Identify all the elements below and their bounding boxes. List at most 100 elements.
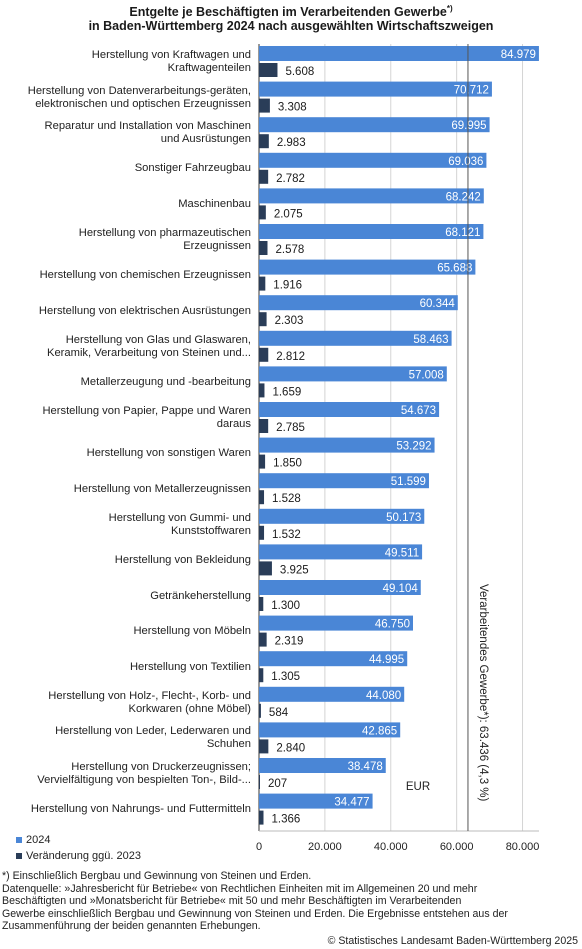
category-label: Maschinenbau [1,198,251,211]
bar-change [259,739,269,754]
bar-change [259,668,264,683]
bar-change [259,597,264,611]
category-label-line: Herstellung von Gummi- und [108,511,251,524]
category-label: Herstellung von chemischen Erzeugnissen [1,269,251,282]
category-label-line: Herstellung von Möbeln [133,625,251,638]
category-label-line: Kunststoffwaren [170,524,251,537]
bar-2024 [259,615,413,631]
data-label-change: 2.782 [276,173,305,185]
bar-2024 [259,686,405,702]
bar-change [259,632,267,647]
category-label: Herstellung von Holz-, Flecht-, Korb- un… [1,690,251,716]
category-label: Getränkeherstellung [1,590,251,603]
bar-change [259,134,269,149]
category-label-line: Herstellung von Datenverarbeitungs-gerät… [27,84,251,97]
category-label-line: Korkwaren (ohne Möbel) [128,702,252,715]
category-label-line: Herstellung von Textilien [129,660,251,673]
bar-2024 [259,402,440,417]
data-label-2024: 68.242 [446,191,481,203]
data-label-2024: 57.008 [409,369,444,381]
bar-2024 [259,473,429,489]
data-label-change: 2.785 [276,422,305,434]
data-label-2024: 69.995 [451,120,486,132]
category-label-line: Getränkeherstellung [150,589,251,602]
category-label-line: Herstellung von Holz-, Flecht-, Korb- un… [48,689,251,702]
bar-2024 [259,117,490,133]
footnote-line: Gewerbe einschließlich Bergbau und Gewin… [2,907,508,920]
reference-line-label: Verarbeitendes Gewerbe*): 63.436 (4,3 %) [477,584,489,802]
category-label: Sonstiger Fahrzeugbau [1,162,251,175]
bar-change [259,276,266,291]
category-label: Reparatur und Installation von Maschinen… [1,120,251,146]
category-label-line: Sonstiger Fahrzeugbau [134,162,251,175]
bar-change [259,703,261,718]
footnote-line: Datenquelle: »Jahresbericht für Betriebe… [2,882,478,895]
title-footnote-mark: *) [446,4,453,13]
category-label: Herstellung von Nahrungs- und Futtermitt… [1,803,251,816]
bar-2024 [259,259,476,275]
category-label: Herstellung von Glas und Glaswaren, Keram… [1,334,251,360]
bar-2024 [259,224,484,239]
bar-change [259,775,260,789]
category-label-line: Herstellung von Glas und Glaswaren, [65,333,251,346]
category-label: Herstellung von Kraftwagen und Kraftwagen… [1,49,251,75]
category-label-line: Herstellung von Bekleidung [114,553,251,566]
data-label-change: 3.308 [278,102,307,114]
category-label-line: Herstellung von elektrischen Ausrüstunge… [38,304,251,317]
bar-change [259,98,270,113]
data-label-change: 1.850 [273,458,302,470]
category-label-line: Reparatur und Installation von Maschinen [44,120,251,133]
bar-2024 [259,437,435,453]
category-label: Herstellung von Leder, Lederwaren und Sch… [1,725,251,751]
bar-chart: 0 20.000 40.000 60.000 80.000 84.979 5.608 70.7… [256,44,540,853]
bar-2024 [259,793,373,809]
category-label: Herstellung von Papier, Pappe und Waren d… [1,405,251,431]
legend-label-2024: 2024 [26,834,51,846]
footnote: *) Einschließlich Bergbau und Gewinnung … [2,870,580,933]
bar-change [259,810,264,825]
bar-2024 [259,295,458,311]
bar-change [259,454,266,469]
category-label-line: Kraftwagenteilen [167,62,251,74]
data-label-2024: 54.673 [401,405,436,417]
data-label-2024: 84.979 [501,49,536,61]
data-label-2024: 38.478 [348,761,383,773]
data-label-2024: 65.688 [437,263,472,275]
data-label-2024: 60.344 [420,298,456,310]
bar-2024 [259,152,487,168]
footnote-line: *) Einschließlich Bergbau und Gewinnung … [2,870,312,882]
data-label-2024: 49.104 [383,583,419,595]
data-label-change: 1.300 [271,600,300,612]
category-label-line: Herstellung von sonstigen Waren [86,447,251,460]
x-tick-label: 40.000 [374,841,408,853]
bar-change [259,169,269,184]
bar-change [259,205,266,220]
category-label-line: Erzeugnissen [183,240,251,252]
bar-change [259,347,269,362]
data-label-change: 1.916 [273,280,302,292]
data-label-2024: 42.865 [362,725,397,737]
bar-2024 [259,330,452,346]
title-line-1: Entgelte je Beschäftigten im Verarbeiten… [129,5,447,20]
data-label-change: 1.532 [272,529,301,541]
x-tick-label: 20.000 [308,841,342,853]
data-label-2024: 58.463 [413,334,448,346]
x-tick-label: 0 [256,841,262,853]
category-label-line: Herstellung von Druckerzeugnissen; [71,761,251,773]
bar-2024 [259,366,447,382]
bar-2024 [259,46,539,61]
data-label-change: 2.983 [277,137,306,149]
bar-change [259,490,265,505]
category-label-line: Herstellung von Papier, Pappe und Waren [42,405,251,417]
data-label-change: 3.925 [280,564,309,576]
data-label-change: 2.075 [274,208,303,220]
category-label: Herstellung von Druckerzeugnissen; Vervie… [1,761,251,787]
data-label-2024: 70.712 [454,85,489,97]
data-label-2024: 69.036 [448,156,483,168]
category-label: Metallerzeugung und -bearbeitung [1,376,251,389]
category-label: Herstellung von elektrischen Ausrüstunge… [1,305,251,318]
bar-2024 [259,188,484,204]
x-tick-label: 80.000 [506,841,540,853]
bar-change [259,63,278,77]
category-label-line: Herstellung von Kraftwagen und [91,49,251,61]
